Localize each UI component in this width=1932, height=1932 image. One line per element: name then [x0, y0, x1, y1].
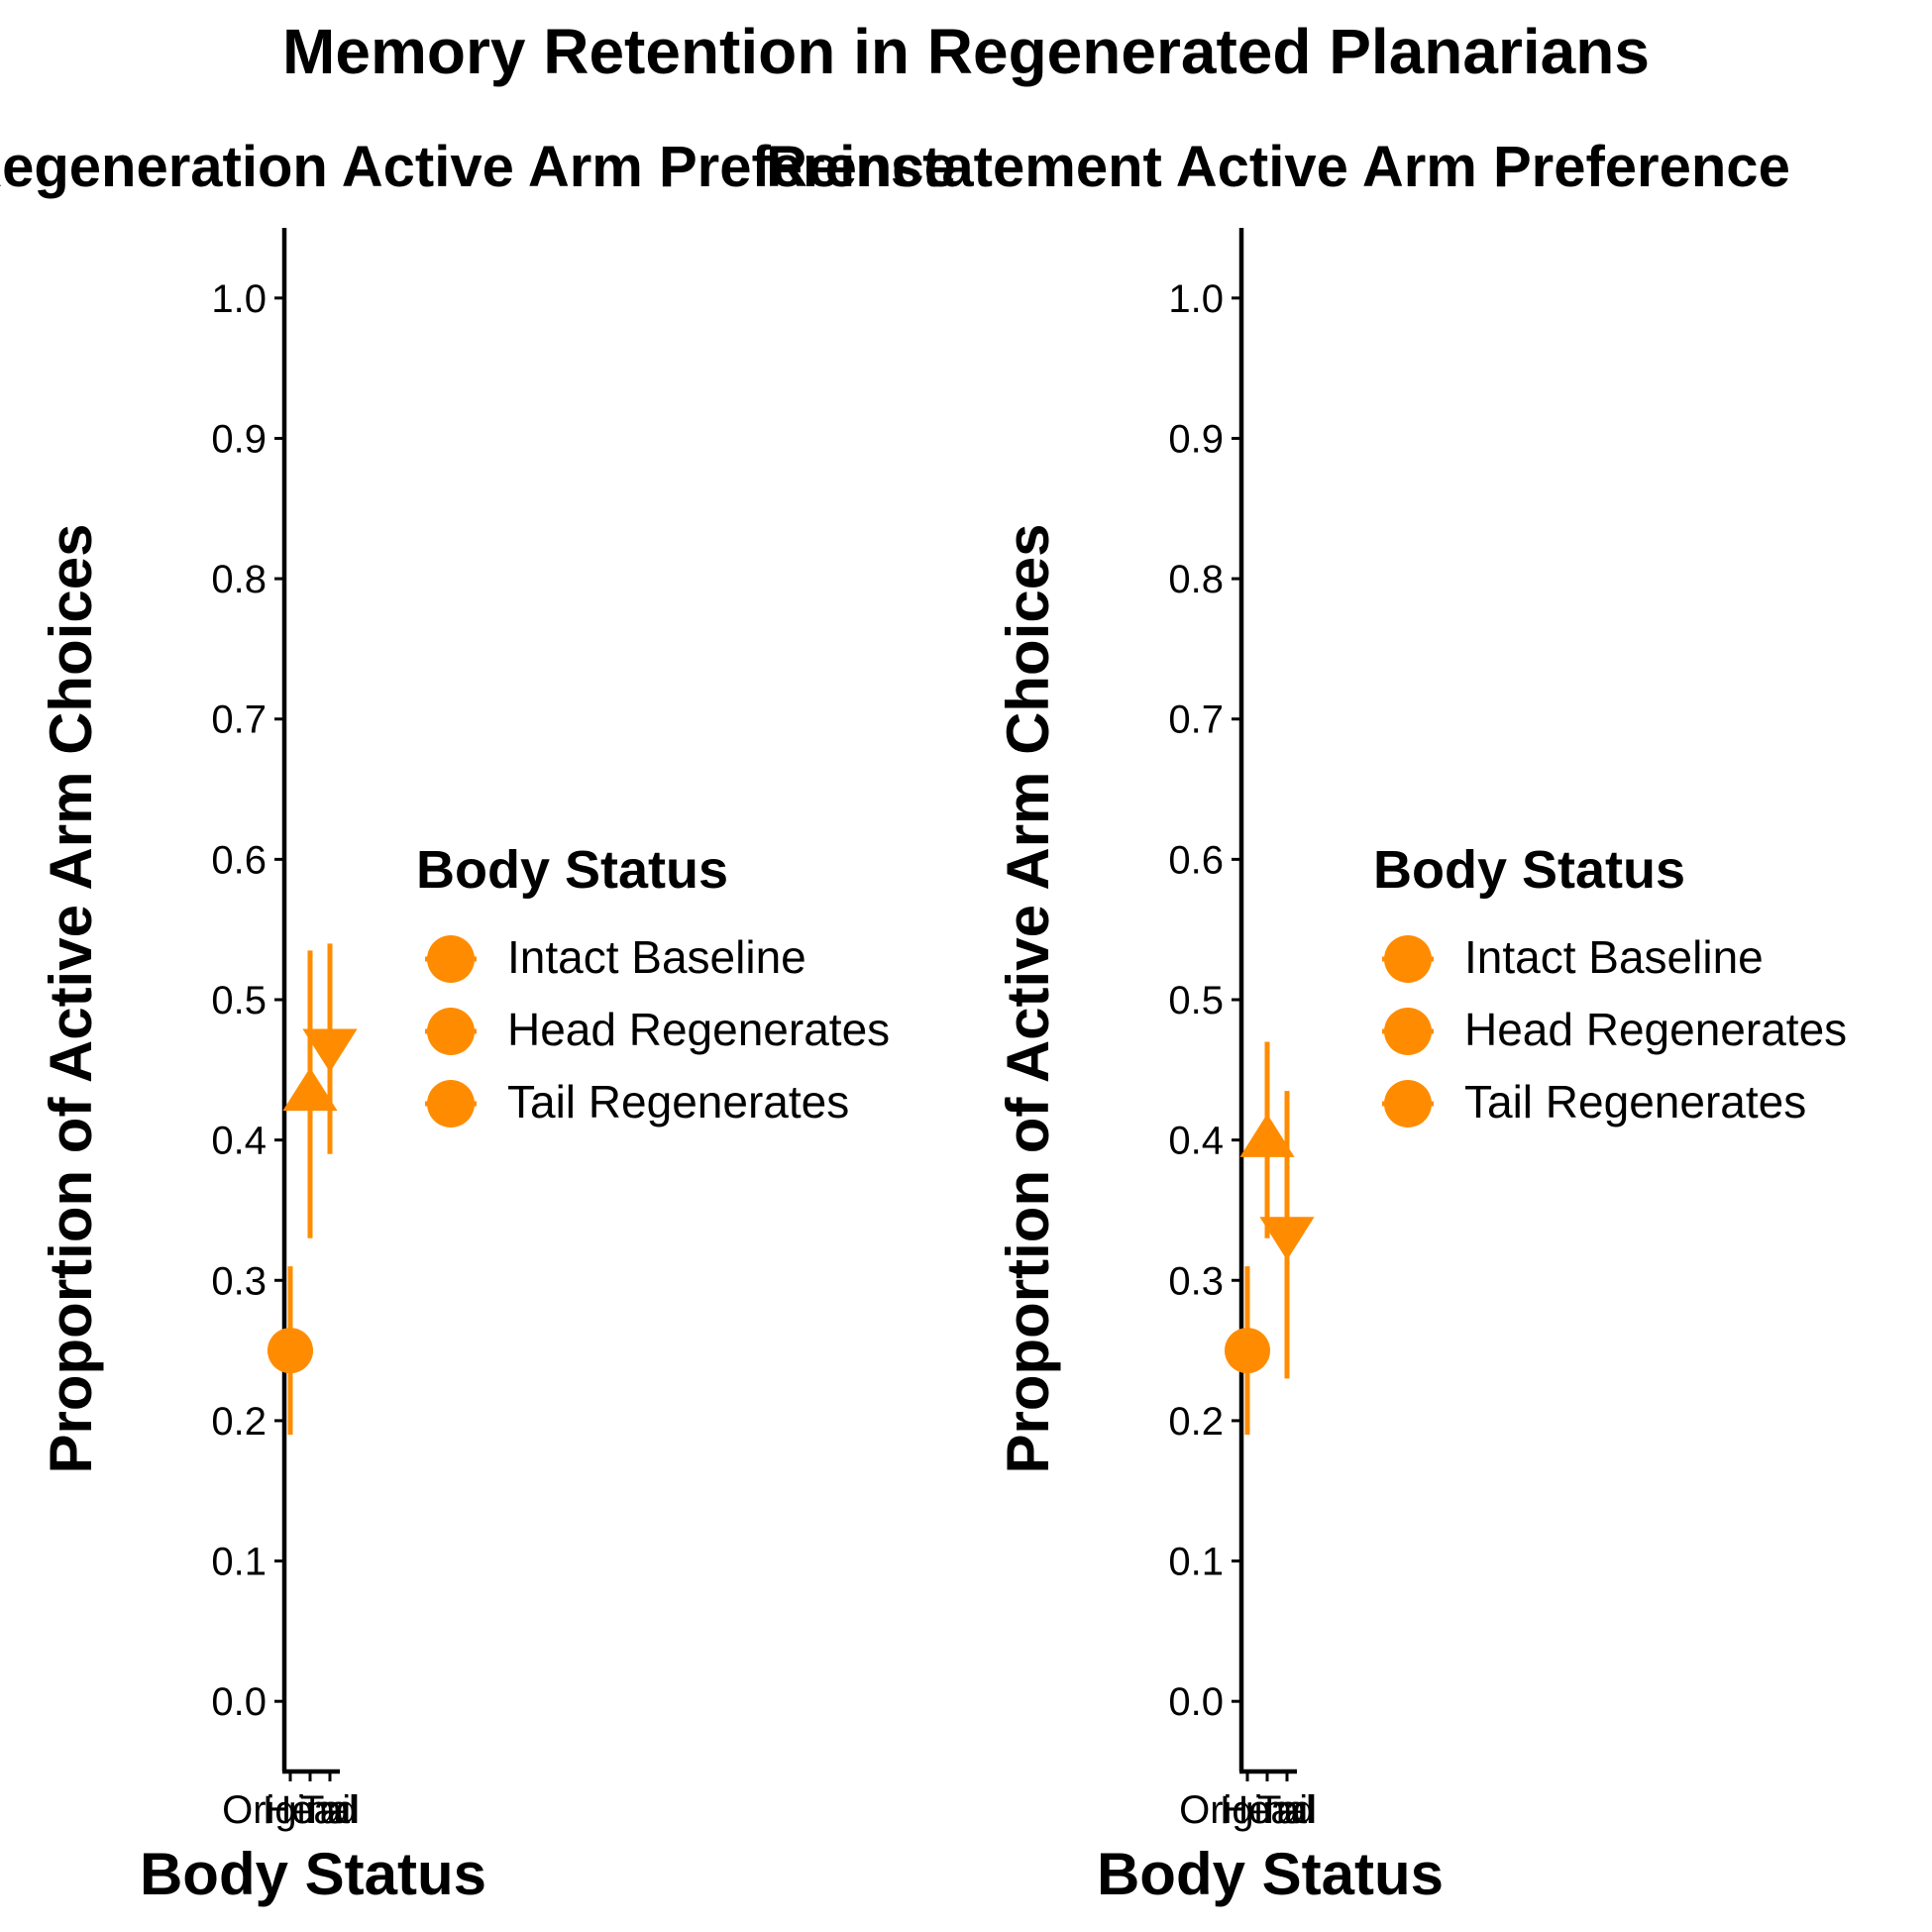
legend-title: Body Status — [1373, 840, 1685, 900]
panel-title: Post-Regeneration Active Arm Preference — [0, 135, 956, 199]
legend-key-marker — [427, 935, 475, 983]
legend-key-marker — [1384, 935, 1432, 983]
y-tick-label: 0.0 — [211, 1680, 267, 1724]
figure-title: Memory Retention in Regenerated Planaria… — [282, 16, 1650, 87]
data-point-triangle-up — [1239, 1114, 1295, 1157]
data-point-triangle-down — [302, 1028, 358, 1073]
x-tick-label: Original — [1179, 1788, 1316, 1832]
y-tick-label: 0.3 — [211, 1259, 267, 1303]
y-tick-label: 1.0 — [211, 277, 267, 321]
data-point-triangle-down — [1259, 1217, 1315, 1260]
legend-label: Tail Regenerates — [507, 1076, 849, 1127]
data-point-triangle-up — [282, 1067, 338, 1112]
legend-key-marker — [1384, 1080, 1432, 1127]
y-tick-label: 0.8 — [211, 558, 267, 601]
x-tick-label: Original — [222, 1788, 359, 1832]
legend-label: Head Regenerates — [507, 1004, 890, 1055]
y-tick-label: 0.4 — [1168, 1120, 1224, 1163]
legend-label: Head Regenerates — [1464, 1004, 1847, 1055]
y-axis-title: Proportion of Active Arm Choices — [38, 523, 104, 1473]
y-tick-label: 0.5 — [1168, 979, 1224, 1022]
legend-label: Tail Regenerates — [1464, 1076, 1806, 1127]
y-tick-label: 0.2 — [211, 1400, 267, 1444]
legend-label: Intact Baseline — [1464, 931, 1764, 983]
y-tick-label: 0.7 — [211, 698, 267, 742]
legend-title: Body Status — [416, 840, 728, 900]
x-tick-label: Tail — [300, 1788, 360, 1832]
x-tick-label: Head — [263, 1788, 358, 1832]
y-tick-label: 0.9 — [211, 417, 267, 461]
legend: Body Status Intact Baseline Head Regenerat… — [1373, 840, 1847, 1127]
data-point-circle — [1225, 1328, 1270, 1374]
data-point-circle — [268, 1328, 313, 1374]
y-tick-label: 1.0 — [1168, 277, 1224, 321]
y-tick-label: 0.3 — [1168, 1259, 1224, 1303]
y-tick-label: 0.0 — [1168, 1680, 1224, 1724]
y-tick-label: 0.9 — [1168, 417, 1224, 461]
y-tick-label: 0.1 — [211, 1541, 267, 1584]
y-tick-label: 0.2 — [1168, 1400, 1224, 1444]
legend-key-marker — [427, 1080, 475, 1127]
y-tick-label: 0.5 — [211, 979, 267, 1022]
x-axis-title: Body Status — [1097, 1841, 1444, 1907]
panel-title: Reinstatement Active Arm Preference — [766, 135, 1790, 199]
y-axis-title: Proportion of Active Arm Choices — [995, 523, 1061, 1473]
legend-key-marker — [1384, 1008, 1432, 1055]
x-tick-label: Tail — [1257, 1788, 1317, 1832]
legend-key-marker — [427, 1008, 475, 1055]
x-axis-title: Body Status — [140, 1841, 486, 1907]
y-tick-label: 0.6 — [1168, 838, 1224, 882]
y-tick-label: 0.4 — [211, 1120, 267, 1163]
y-tick-label: 0.1 — [1168, 1541, 1224, 1584]
y-tick-label: 0.7 — [1168, 698, 1224, 742]
y-tick-label: 0.6 — [211, 838, 267, 882]
chart-panel-2: Reinstatement Active Arm Preference 0.0 0.… — [766, 135, 1847, 1907]
chart-panel-1: Post-Regeneration Active Arm Preference 0… — [0, 135, 956, 1907]
legend-label: Intact Baseline — [507, 931, 806, 983]
x-tick-label: Head — [1220, 1788, 1315, 1832]
legend: Body Status Intact Baseline Head Regenerat… — [416, 840, 890, 1127]
y-tick-label: 0.8 — [1168, 558, 1224, 601]
